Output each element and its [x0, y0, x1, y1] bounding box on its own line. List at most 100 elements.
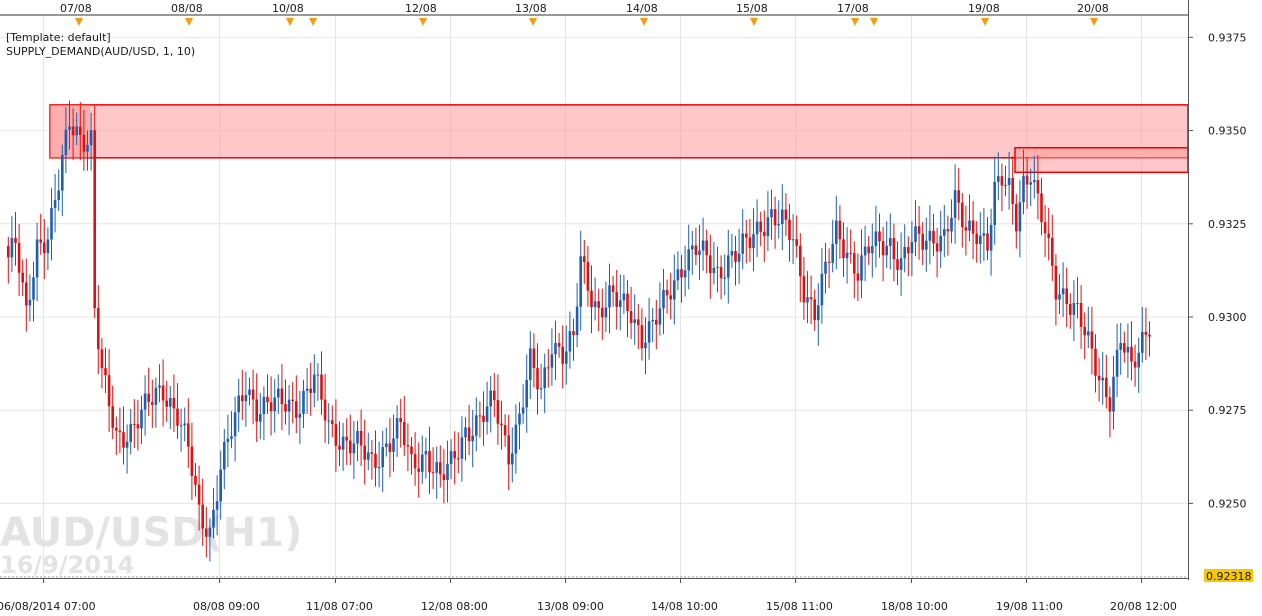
candle-body	[493, 390, 496, 401]
candle-body	[687, 249, 690, 271]
candle-body	[89, 130, 93, 146]
candle-body	[683, 270, 687, 278]
candle-body	[961, 202, 964, 228]
candle-body	[233, 412, 237, 437]
x-tick-label: 13/08 09:00	[537, 600, 604, 613]
candle-body	[1130, 346, 1133, 362]
candle-body	[881, 241, 885, 256]
candle-body	[719, 266, 723, 279]
candle-body	[1079, 302, 1083, 327]
candle-body	[122, 432, 125, 448]
time-axis: 06/08/2014 07:00 08/08 09:00 11/08 07:00 12…	[0, 578, 1177, 613]
candle-body	[662, 290, 665, 309]
candle-body	[482, 415, 485, 422]
candle-body	[680, 269, 683, 278]
candle-body	[298, 413, 302, 418]
candle-body	[1090, 331, 1094, 349]
candle-body	[7, 246, 10, 258]
indicator-label: SUPPLY_DEMAND(AUD/USD, 1, 10)	[6, 45, 195, 58]
candle-body	[176, 408, 179, 426]
candle-body	[518, 413, 521, 425]
candle-body	[525, 380, 528, 408]
candle-body	[320, 374, 323, 400]
candle-body	[554, 342, 557, 355]
candle-body	[669, 295, 672, 300]
candle-body	[403, 421, 406, 446]
candle-body	[824, 261, 827, 274]
candle-body	[878, 231, 881, 242]
candle-body	[637, 319, 640, 326]
candle-body	[370, 452, 374, 454]
candle-body	[1025, 175, 1029, 185]
chart-info: [Template: default] SUPPLY_DEMAND(AUD/US…	[6, 31, 195, 58]
candle-body	[32, 277, 35, 300]
candle-body	[467, 427, 471, 442]
candle-body	[413, 454, 417, 469]
candle-body	[111, 406, 114, 428]
candle-body	[730, 250, 734, 256]
top-date-label: 14/08	[626, 2, 658, 15]
candle-body	[867, 246, 870, 254]
candle-body	[827, 261, 831, 263]
candle-body	[1033, 180, 1036, 183]
candle-body	[853, 253, 856, 274]
current-price-marker: 0.92318	[1204, 569, 1253, 583]
candle-body	[547, 367, 550, 369]
event-marker-icon	[419, 18, 427, 26]
candle-body	[219, 469, 222, 502]
candle-body	[831, 243, 834, 263]
candle-body	[323, 399, 327, 421]
candle-body	[1119, 343, 1122, 350]
candle-body	[25, 282, 28, 306]
candle-body	[989, 224, 993, 251]
candle-body	[536, 368, 539, 390]
candle-body	[943, 229, 946, 236]
candle-body	[1036, 180, 1040, 194]
candle-body	[21, 272, 24, 283]
candle-body	[460, 437, 464, 459]
candle-body	[1101, 377, 1104, 381]
candle-body	[244, 395, 248, 402]
candle-body	[723, 277, 726, 279]
candle-body	[871, 246, 874, 254]
candle-body	[169, 398, 172, 407]
candle-body	[93, 130, 96, 309]
candle-body	[349, 440, 352, 454]
candle-body	[446, 464, 449, 481]
candle-body	[1141, 331, 1144, 353]
candle-body	[485, 406, 489, 422]
candle-body	[608, 285, 611, 308]
top-date-axis: 07/08 08/08 10/08 12/08 13/08 14/08 15/08 17/08…	[0, 2, 1188, 26]
candle-body	[557, 342, 561, 347]
candle-body	[590, 290, 593, 308]
candle-body	[381, 447, 384, 468]
candle-body	[75, 126, 78, 136]
candle-body	[46, 239, 50, 254]
candle-body	[863, 246, 867, 256]
candle-body	[698, 250, 701, 255]
candle-body	[17, 242, 21, 273]
candle-body	[586, 262, 590, 291]
candle-body	[269, 402, 273, 412]
event-marker-icon	[75, 18, 83, 26]
candle-body	[946, 229, 950, 232]
candle-body	[115, 427, 118, 431]
candle-body	[212, 509, 215, 528]
template-label: [Template: default]	[6, 31, 111, 44]
top-date-label: 19/08	[968, 2, 1000, 15]
candle-body	[629, 311, 633, 324]
candle-body	[190, 446, 194, 476]
candle-body	[500, 423, 503, 426]
candle-body	[478, 415, 482, 417]
candle-body	[971, 220, 975, 234]
candle-body	[907, 247, 910, 254]
watermark-symbol: AUD/USD(H1)	[0, 510, 302, 556]
y-tick-label: 0.9275	[1208, 404, 1247, 417]
candle-body	[158, 385, 161, 388]
candle-body	[835, 220, 838, 244]
candle-body	[1126, 346, 1130, 353]
candle-body	[1015, 203, 1018, 232]
candle-body	[619, 300, 622, 307]
candle-body	[399, 418, 402, 422]
